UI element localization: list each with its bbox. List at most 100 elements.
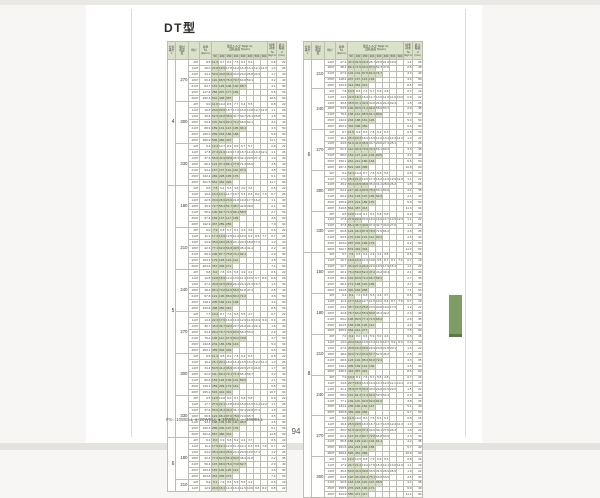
table-row: 1407 34.6 51.0 41.6 36.9 33.7 29.8 27.3 25.1 1.7 2…	[304, 140, 424, 148]
speed-cell	[395, 152, 405, 160]
speed-cell	[395, 491, 405, 498]
shaft-dia-cell: 40	[412, 152, 424, 160]
shaft-dia-cell: 60	[412, 246, 424, 253]
angle-label: 180	[175, 185, 189, 228]
code-cell: 1107	[188, 485, 200, 492]
angle-label: 300	[311, 170, 325, 212]
angle-label: 270	[175, 311, 189, 354]
speed-cell: 417.8	[361, 491, 369, 498]
table-row: 300 407 9.0 11.9 10.2 8.5 7.7 6.4 5.5 0.8 22	[168, 101, 288, 144]
speed-cell	[395, 199, 405, 207]
data-table-left: 分割 等分 n 取付 角度 度呼び 基準 Ta (kgf·m) 最大トルク S(kgf…	[167, 41, 288, 492]
shaft-dia-cell: 40	[412, 234, 424, 242]
speed-cell: 550.1	[347, 491, 355, 498]
page-crease-right	[465, 9, 466, 437]
catalog-page: DT型 分割 等分 n 取付 角度 度呼び 基準 Ta (kgf·m) 最大トルク S…	[86, 5, 482, 498]
speed-cell	[395, 129, 405, 136]
table-row: 1107 13.0 20.2 16.2 14.5 13.2 11.6 10.7 9.9 9.0 0.…	[304, 339, 424, 347]
allow-cell: 0.8	[267, 485, 278, 492]
shaft-dia-cell: 19	[412, 129, 424, 136]
speed-cell: 11.8	[395, 175, 405, 183]
table-row: 300 407 9.1 12.1 10.4 8.7 7.8 6.5 5.6 0.8 19	[304, 170, 424, 212]
page-number: 94	[291, 427, 301, 436]
angle-label: 180	[311, 292, 325, 335]
code-cell: 2807	[324, 491, 336, 498]
table-row: 1407 34.1 50.0 40.8 36.2 33.0 29.2 26.8 24.6 1.7 3…	[168, 71, 288, 78]
table-row: 1107 17.8 27.8 22.3 20.0 18.2 16.0 14.7 13.5 12.3…	[304, 216, 424, 224]
column-header: 呼び	[324, 41, 336, 60]
speed-cell: 13.1	[232, 485, 240, 492]
column-header: 標準 荷重 Ta (kgf·m)	[267, 41, 278, 60]
speed-cell	[395, 246, 405, 253]
speed-cell	[395, 170, 405, 177]
page-title: DT型	[164, 21, 197, 35]
speed-cell	[395, 193, 405, 201]
table-row: 270 407 8.8 11.6 10.0 8.3 7.5 6.3 5.4 0.8 16	[304, 415, 424, 458]
column-header: 基準 Ta (kgf·m)	[335, 41, 348, 60]
speed-cell: 11.2	[395, 134, 405, 142]
speed-cell	[395, 158, 405, 166]
table-row: 180 407 6.1 8.1 7.0 5.8 5.3 4.4 3.7 0.6 16	[304, 292, 424, 335]
shaft-dia-cell: 22	[412, 216, 424, 224]
shaft-dia-cell: 26	[412, 222, 424, 230]
speed-cell	[395, 140, 405, 148]
rating-cell: 12.9	[199, 485, 212, 492]
table-row: 1407 22.5 33.0 26.9 23.9 21.8 19.3 17.7 16.2 1.1 3…	[168, 197, 288, 204]
angle-label: 270	[175, 59, 189, 102]
speed-cell	[395, 228, 405, 236]
speed-cell: 471.8	[354, 491, 362, 498]
table-row: 1107 16.0 24.8 19.9 17.8 16.2 14.3 13.1 12.1 11.0…	[168, 65, 288, 72]
shaft-dia-cell: 22	[412, 175, 424, 183]
footnote-legend: PS○:10WELL ※:20WELL ●:30WELL ☆:40WELL	[166, 417, 264, 422]
shaft-dia-cell: 22	[412, 134, 424, 142]
shaft-dia-cell: 22	[276, 485, 288, 492]
angle-label: 300	[311, 456, 325, 498]
angle-label: 270	[311, 129, 325, 172]
angle-label: 210	[311, 333, 325, 376]
speed-cell: 11.5	[239, 485, 247, 492]
table-row: 1107 11.2 17.4 13.9 12.5 11.3 10.0 9.2 8.5 7.7 0.7…	[168, 233, 288, 240]
shaft-dia-cell: 60	[412, 123, 424, 131]
speed-cell: 12.3	[395, 216, 405, 224]
shaft-dia-cell: 26	[412, 181, 424, 189]
speed-cell	[395, 123, 405, 131]
division-label: 8	[303, 251, 312, 498]
table-row: 1407 27.6 40.8 33.3 29.6 26.9 23.8 21.8 20.1 1.4 2…	[304, 345, 424, 353]
speed-cell: 8.9	[259, 485, 269, 492]
table-row: 1107 14.4 22.3 17.9 16.0 14.6 12.9 11.8 10.9 9.9 0…	[168, 317, 288, 324]
speed-cell	[368, 491, 376, 498]
table-row: 1807 48.3 88.2 70.8 62.6 56.6 51.8 47.3 2.6 40	[168, 287, 288, 294]
shaft-dia-cell: 60	[412, 164, 424, 172]
table-row: 1407 37.8 56.1 45.7 40.6 37.0 32.7 30.0 27.6 1.9 2…	[304, 222, 424, 230]
shaft-dia-cell: 50	[412, 240, 424, 247]
angle-label: 210	[311, 58, 325, 90]
speed-cell: 14.3	[225, 485, 233, 492]
speed-cell	[395, 240, 405, 247]
angle-label: 270	[311, 415, 325, 458]
header-row: 50 100 150 200 300 400 500 600	[304, 54, 423, 60]
column-header: 標準 荷重 Ta (kgf·m)	[403, 41, 414, 60]
table-row: 1807 42.8 78.7 63.2 55.9 50.5 46.3 42.2 2.3 30	[304, 310, 424, 318]
column-header-speed-title: 最大トルク S(kgf·m) 回転速度 N(rpm)	[210, 41, 269, 55]
angle-label: 330	[311, 210, 325, 253]
